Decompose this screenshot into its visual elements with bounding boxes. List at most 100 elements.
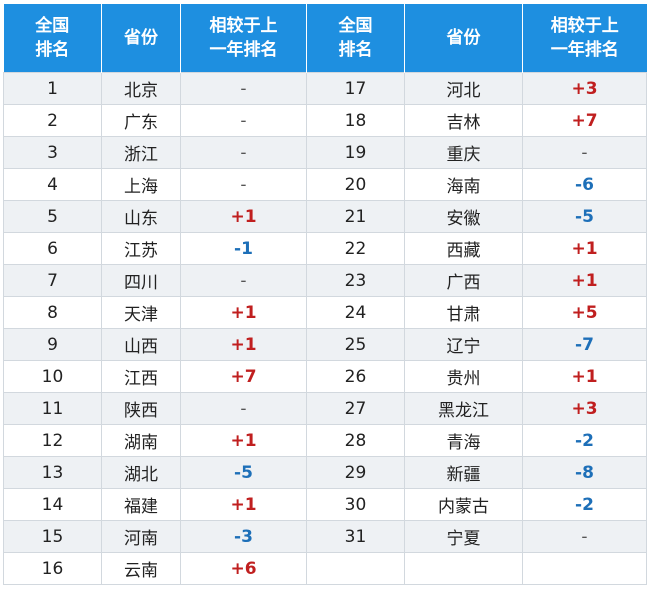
change-cell-right: +7 [522, 104, 647, 137]
rank-change-value: - [240, 398, 247, 419]
header-change-line2: 一年排名 [550, 40, 619, 60]
rank-cell-left: 7 [3, 264, 102, 297]
rank-cell-right [306, 552, 405, 585]
rank-cell-left: 11 [3, 392, 102, 425]
header-change-right: 相较于上 一年排名 [522, 4, 647, 73]
ranking-table-container: 全国 排名 省份 相较于上 一年排名 全国 排名 省份 相较于上 一年排名 [3, 4, 647, 585]
change-cell-left: +1 [180, 488, 307, 521]
province-cell-left: 陕西 [101, 392, 181, 425]
change-cell-right: +1 [522, 360, 647, 393]
rank-cell-right: 20 [306, 168, 405, 201]
change-cell-left: +6 [180, 552, 307, 585]
rank-cell-right: 22 [306, 232, 405, 265]
rank-change-value: - [240, 110, 247, 131]
change-cell-left: - [180, 136, 307, 169]
rank-cell-right: 30 [306, 488, 405, 521]
change-cell-left: -5 [180, 456, 307, 489]
change-cell-right: -6 [522, 168, 647, 201]
rank-change-value: -1 [234, 238, 253, 259]
province-cell-right: 安徽 [404, 200, 523, 233]
province-cell-right: 广西 [404, 264, 523, 297]
rank-change-value: -7 [575, 334, 594, 355]
province-ranking-table: 全国 排名 省份 相较于上 一年排名 全国 排名 省份 相较于上 一年排名 [3, 4, 647, 585]
table-row: 12 湖南 +1 28 青海 -2 [3, 424, 647, 457]
table-row: 14 福建 +1 30 内蒙古 -2 [3, 488, 647, 521]
province-cell-left: 上海 [101, 168, 181, 201]
rank-change-value: +1 [230, 430, 257, 451]
change-cell-right: +3 [522, 72, 647, 105]
province-cell-right: 重庆 [404, 136, 523, 169]
rank-change-value: -8 [575, 462, 594, 483]
table-row: 6 江苏 -1 22 西藏 +1 [3, 232, 647, 265]
rank-cell-left: 13 [3, 456, 102, 489]
change-cell-right: +1 [522, 232, 647, 265]
rank-change-value: +1 [571, 238, 598, 259]
province-cell-left: 浙江 [101, 136, 181, 169]
change-cell-right: -2 [522, 424, 647, 457]
rank-cell-right: 21 [306, 200, 405, 233]
header-change-left: 相较于上 一年排名 [180, 4, 307, 73]
header-rank-line1: 全国 [35, 16, 70, 36]
rank-change-value: +5 [571, 302, 598, 323]
rank-cell-left: 12 [3, 424, 102, 457]
province-cell-left: 福建 [101, 488, 181, 521]
table-row: 7 四川 - 23 广西 +1 [3, 264, 647, 297]
rank-cell-right: 17 [306, 72, 405, 105]
rank-cell-left: 9 [3, 328, 102, 361]
rank-change-value: +7 [230, 366, 257, 387]
province-cell-right: 辽宁 [404, 328, 523, 361]
rank-change-value: +1 [571, 366, 598, 387]
change-cell-right: -8 [522, 456, 647, 489]
rank-change-value: - [581, 526, 588, 547]
province-cell-right: 内蒙古 [404, 488, 523, 521]
rank-change-value: +3 [571, 78, 598, 99]
province-cell-right: 河北 [404, 72, 523, 105]
change-cell-left: -3 [180, 520, 307, 553]
change-cell-left: - [180, 168, 307, 201]
rank-change-value: +7 [571, 110, 598, 131]
header-rank-right: 全国 排名 [306, 4, 405, 73]
header-rank-line2: 排名 [338, 40, 373, 60]
province-cell-right: 甘肃 [404, 296, 523, 329]
rank-cell-left: 2 [3, 104, 102, 137]
province-cell-right: 西藏 [404, 232, 523, 265]
province-cell-right: 黑龙江 [404, 392, 523, 425]
rank-change-value: +1 [230, 334, 257, 355]
province-cell-left: 云南 [101, 552, 181, 585]
province-cell-left: 天津 [101, 296, 181, 329]
rank-change-value: +1 [571, 270, 598, 291]
table-row: 10 江西 +7 26 贵州 +1 [3, 360, 647, 393]
province-cell-left: 山西 [101, 328, 181, 361]
rank-change-value: +6 [230, 558, 257, 579]
table-row: 9 山西 +1 25 辽宁 -7 [3, 328, 647, 361]
province-cell-right: 贵州 [404, 360, 523, 393]
change-cell-left: +1 [180, 328, 307, 361]
rank-cell-right: 23 [306, 264, 405, 297]
table-row: 3 浙江 - 19 重庆 - [3, 136, 647, 169]
change-cell-right: +3 [522, 392, 647, 425]
rank-cell-right: 18 [306, 104, 405, 137]
rank-change-value: -3 [234, 526, 253, 547]
change-cell-right: -5 [522, 200, 647, 233]
province-cell-right: 宁夏 [404, 520, 523, 553]
table-row: 5 山东 +1 21 安徽 -5 [3, 200, 647, 233]
rank-change-value: +1 [230, 302, 257, 323]
rank-cell-left: 10 [3, 360, 102, 393]
header-change-line2: 一年排名 [209, 40, 278, 60]
change-cell-right [522, 552, 647, 585]
province-cell-left: 北京 [101, 72, 181, 105]
change-cell-left: +1 [180, 424, 307, 457]
province-cell-left: 广东 [101, 104, 181, 137]
change-cell-left: +7 [180, 360, 307, 393]
change-cell-left: - [180, 72, 307, 105]
province-cell-left: 河南 [101, 520, 181, 553]
province-cell-left: 湖南 [101, 424, 181, 457]
rank-cell-left: 16 [3, 552, 102, 585]
header-change-line1: 相较于上 [550, 16, 619, 36]
header-rank-line1: 全国 [338, 16, 373, 36]
rank-change-value: -5 [234, 462, 253, 483]
table-row: 15 河南 -3 31 宁夏 - [3, 520, 647, 553]
rank-cell-left: 15 [3, 520, 102, 553]
rank-cell-right: 25 [306, 328, 405, 361]
rank-change-value: -2 [575, 430, 594, 451]
